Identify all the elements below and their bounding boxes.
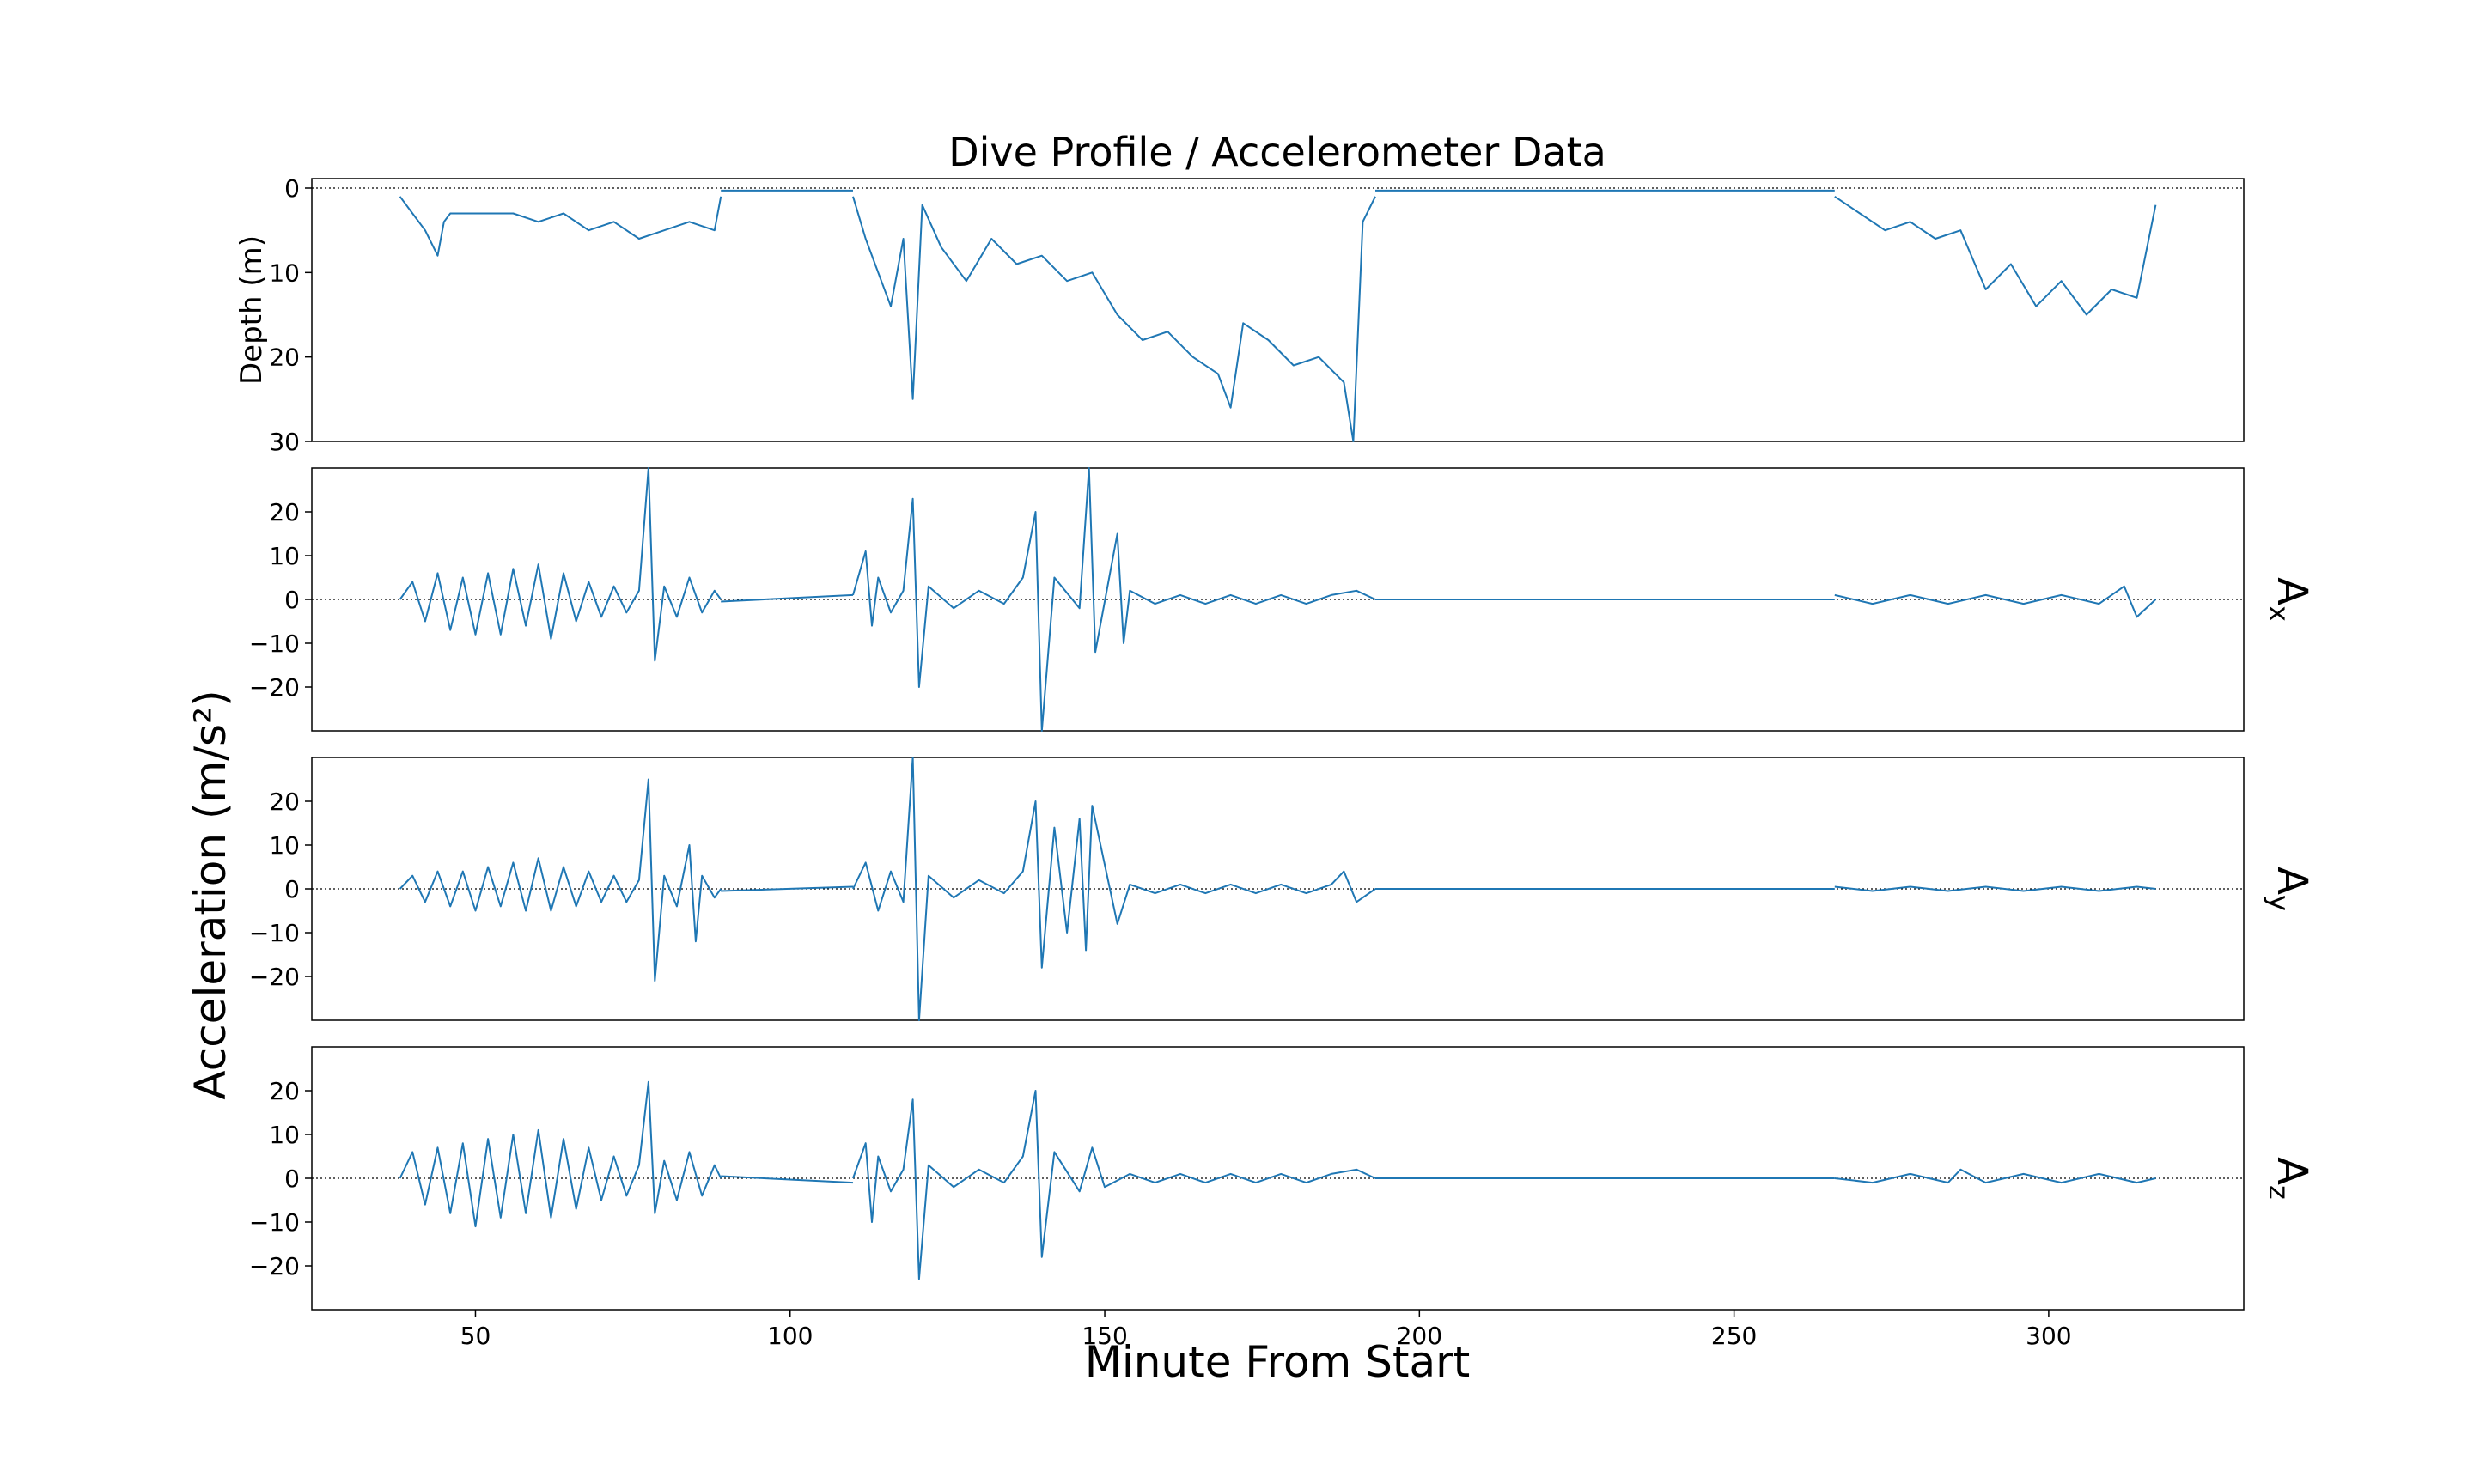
ax-y-tick-label: 20: [269, 498, 300, 526]
x-tick-label: 300: [2026, 1322, 2071, 1350]
x-tick-label: 200: [1397, 1322, 1442, 1350]
ay-series-line: [1834, 885, 2156, 892]
ay-y-tick-label: −20: [249, 963, 300, 991]
depth-y-tick-label: 20: [269, 344, 300, 372]
depth-y-tick-label: 10: [269, 258, 300, 287]
depth-axis-label: Depth (m): [235, 235, 269, 385]
x-tick-label: 100: [767, 1322, 813, 1350]
az-series-line: [852, 1090, 1376, 1280]
ay-y-tick-label: 10: [269, 831, 300, 860]
ay-series-line: [721, 885, 854, 892]
depth-series-line: [1834, 195, 2157, 316]
depth-series-line: [852, 196, 1376, 442]
x-tick-label: 250: [1711, 1322, 1757, 1350]
ax-series-line: [852, 467, 1376, 732]
panel-label-ax: Ax: [2263, 577, 2316, 622]
x-tick-label: 50: [460, 1322, 491, 1350]
az-y-tick-label: 20: [269, 1077, 300, 1105]
az-series-line: [1834, 1168, 2156, 1184]
depth-series-line: [399, 196, 722, 257]
ax-y-tick-label: 0: [284, 586, 300, 614]
ay-series-line: [399, 778, 722, 982]
ay-y-tick-label: 20: [269, 788, 300, 816]
ax-series-line: [1834, 585, 2157, 618]
ax-series-line: [399, 467, 722, 662]
ay-y-tick-label: −10: [249, 919, 300, 947]
chart-title: Dive Profile / Accelerometer Data: [948, 129, 1606, 175]
az-series-line: [399, 1080, 722, 1228]
ay-series-line: [852, 757, 1376, 1021]
panel-label-ay: Ay: [2263, 867, 2316, 911]
chart-marks: 0 10 20 30 −20 −10 0 10 20 −20 −10 0 10 20 −20 −10 0 10 20…: [249, 174, 2244, 1350]
ax-y-tick-label: 10: [269, 542, 300, 570]
ax-y-tick-label: −10: [249, 629, 300, 658]
az-y-tick-label: −10: [249, 1208, 300, 1237]
depth-y-tick-label: 0: [284, 174, 300, 203]
ay-y-tick-label: 0: [284, 875, 300, 903]
az-y-tick-label: 10: [269, 1121, 300, 1149]
x-axis-label: Minute From Start: [1085, 1337, 1471, 1387]
az-y-tick-label: −20: [249, 1252, 300, 1280]
az-y-tick-label: 0: [284, 1165, 300, 1193]
acceleration-axis-label: Acceleration (m/s²): [186, 690, 235, 1099]
panel-label-az: Az: [2263, 1157, 2316, 1200]
ax-series-line: [721, 593, 854, 603]
depth-y-tick-label: 30: [269, 428, 300, 456]
ax-y-tick-label: −20: [249, 673, 300, 702]
x-tick-label: 150: [1082, 1322, 1127, 1350]
az-series-line: [721, 1175, 854, 1184]
depth-panel-frame: [311, 178, 2245, 442]
